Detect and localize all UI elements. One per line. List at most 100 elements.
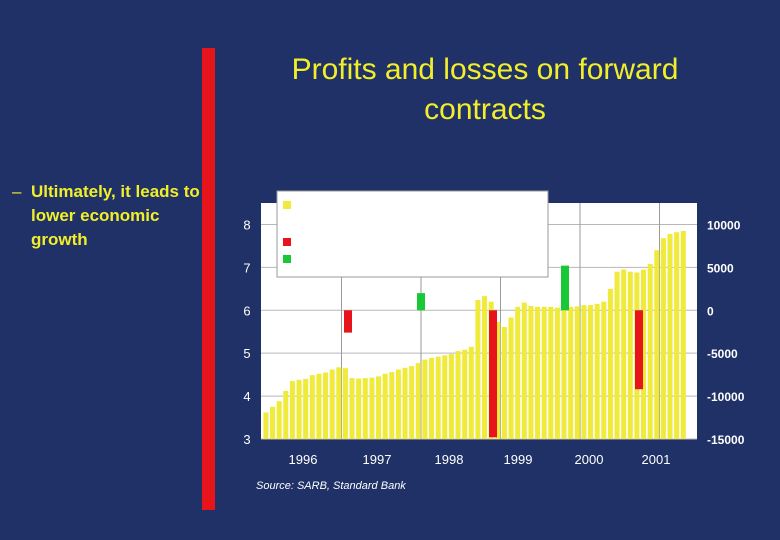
right-tick-label: -5000 xyxy=(707,347,738,361)
exchange-rate-bar xyxy=(270,406,276,439)
exchange-rate-bar xyxy=(647,263,653,439)
right-tick-label: 10000 xyxy=(707,218,741,232)
exchange-rate-bar xyxy=(574,306,580,439)
bullet-point: – Ultimately, it leads to lower economic… xyxy=(12,180,202,252)
left-tick-label: 5 xyxy=(243,346,250,361)
title-line-1: Profits and losses on forward xyxy=(291,53,679,86)
exchange-rate-bar xyxy=(621,269,627,439)
right-tick-label: 0 xyxy=(707,304,714,318)
exchange-rate-bar xyxy=(395,369,401,439)
left-tick-label: 4 xyxy=(243,389,250,404)
legend-swatch xyxy=(283,255,291,263)
exchange-rate-bar xyxy=(535,306,541,439)
exchange-rate-bar xyxy=(568,306,574,439)
exchange-rate-bar xyxy=(369,377,375,439)
accent-bar xyxy=(202,48,215,510)
x-tick-label: 2000 xyxy=(575,452,604,467)
exchange-rate-bar xyxy=(429,357,435,439)
chart-source: Source: SARB, Standard Bank xyxy=(256,480,406,492)
forward-book-bar xyxy=(489,310,497,438)
exchange-rate-bar xyxy=(382,373,388,439)
exchange-rate-bar xyxy=(482,296,488,439)
exchange-rate-bar xyxy=(667,233,673,439)
x-tick-label: 2001 xyxy=(642,452,671,467)
x-tick-label: 1998 xyxy=(435,452,464,467)
exchange-rate-bar xyxy=(422,359,428,439)
exchange-rate-bar xyxy=(660,238,666,439)
exchange-rate-bar xyxy=(581,305,587,439)
exchange-rate-bar xyxy=(541,306,547,439)
forward-book-bar xyxy=(417,293,425,311)
legend: Rand/$ exchange rate - LHS Profits/losses… xyxy=(276,190,549,278)
exchange-rate-bar xyxy=(289,381,295,439)
exchange-rate-bar xyxy=(588,305,594,439)
exchange-rate-bar xyxy=(376,376,382,439)
exchange-rate-bar xyxy=(462,349,468,439)
legend-box xyxy=(276,190,549,278)
exchange-rate-bar xyxy=(680,230,686,439)
exchange-rate-bar xyxy=(455,351,461,439)
exchange-rate-bar xyxy=(303,378,309,439)
exchange-rate-bar xyxy=(475,299,481,439)
exchange-rate-bar xyxy=(296,379,302,439)
exchange-rate-bar xyxy=(435,356,441,439)
x-tick-label: 1996 xyxy=(289,452,318,467)
exchange-rate-bar xyxy=(309,375,315,439)
right-tick-label: -10000 xyxy=(707,390,745,404)
legend-label: fiscal year ending 31 March - RHS xyxy=(297,251,510,267)
exchange-rate-bar xyxy=(342,368,348,439)
exchange-rate-bar xyxy=(594,303,600,439)
exchange-rate-bar xyxy=(283,390,289,439)
exchange-rate-bar xyxy=(607,288,613,439)
exchange-rate-bar xyxy=(674,232,680,439)
exchange-rate-bar xyxy=(402,367,408,439)
bullet-dash: – xyxy=(12,182,22,201)
exchange-rate-bar xyxy=(654,250,660,439)
x-tick-label: 1999 xyxy=(504,452,533,467)
x-tick-label: 1997 xyxy=(363,452,392,467)
exchange-rate-bar xyxy=(336,367,342,439)
exchange-rate-bar xyxy=(495,321,501,439)
exchange-rate-bar xyxy=(521,302,527,439)
exchange-rate-bar xyxy=(362,378,368,439)
exchange-rate-bar xyxy=(528,305,534,439)
exchange-rate-bar xyxy=(614,271,620,439)
title-line-2: contracts xyxy=(424,93,546,126)
exchange-rate-bar xyxy=(349,378,355,439)
right-tick-label: -15000 xyxy=(707,433,745,447)
exchange-rate-bar xyxy=(316,373,322,439)
exchange-rate-bar xyxy=(627,271,633,439)
bullet-text: Ultimately, it leads to lower economic g… xyxy=(31,182,200,249)
left-tick-label: 6 xyxy=(243,303,250,318)
exchange-rate-bar xyxy=(389,372,395,439)
left-tick-label: 7 xyxy=(243,260,250,275)
exchange-rate-bar xyxy=(468,346,474,439)
right-tick-label: 5000 xyxy=(707,261,734,275)
exchange-rate-bar xyxy=(263,412,269,439)
forward-book-bar xyxy=(635,310,643,390)
legend-label: Profits/losses on forward book - for xyxy=(297,230,514,246)
exchange-rate-bar xyxy=(356,378,362,439)
exchange-rate-bar xyxy=(409,366,415,439)
exchange-rate-bar xyxy=(448,354,454,439)
exchange-rate-bar xyxy=(508,317,514,439)
exchange-rate-bar xyxy=(554,307,560,439)
exchange-rate-bar xyxy=(561,307,567,439)
exchange-rate-bar xyxy=(329,369,335,439)
exchange-rate-bar xyxy=(276,401,282,439)
exchange-rate-bar xyxy=(515,306,521,439)
left-tick-label: 8 xyxy=(243,217,250,232)
legend-swatch xyxy=(283,238,291,246)
exchange-rate-bar xyxy=(641,269,647,439)
exchange-rate-bar xyxy=(548,306,554,439)
legend-label: Rand/$ exchange rate - LHS xyxy=(297,193,474,209)
forward-book-bar xyxy=(561,265,569,311)
exchange-rate-bar xyxy=(501,327,507,439)
exchange-rate-bar xyxy=(601,301,607,439)
exchange-rate-bar xyxy=(442,355,448,439)
left-tick-label: 3 xyxy=(243,432,250,447)
exchange-rate-bar xyxy=(415,363,421,439)
forward-book-bar xyxy=(344,310,352,333)
slide-title: Profits and losses on forward contracts xyxy=(230,50,740,130)
